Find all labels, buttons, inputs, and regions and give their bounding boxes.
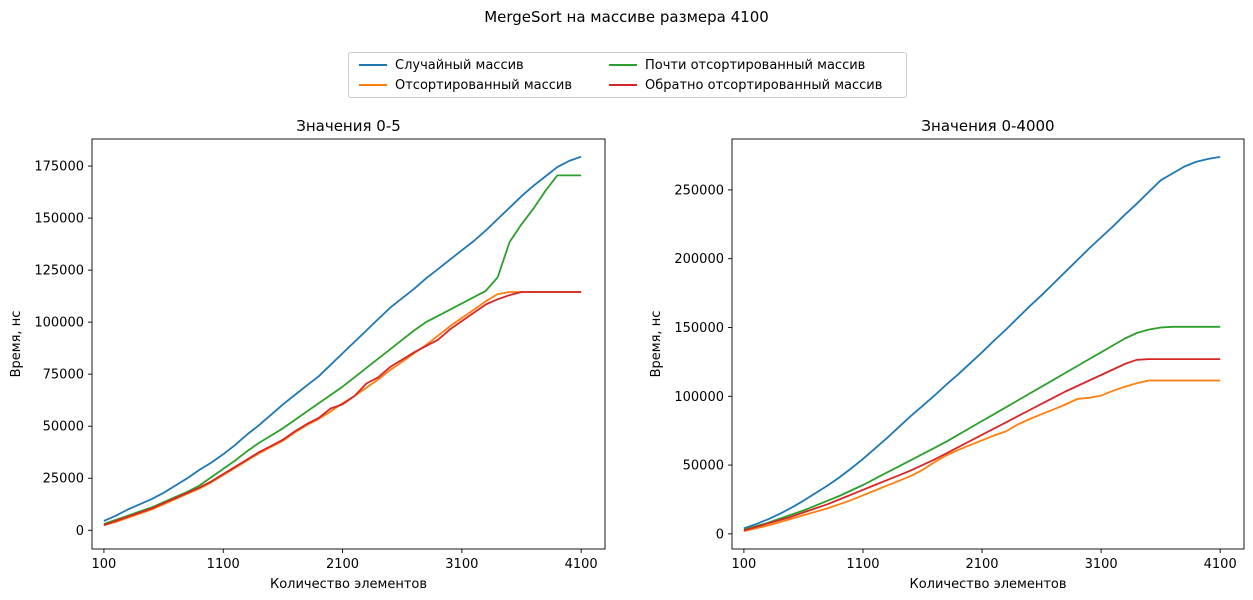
chart1-series-line-almost-sorted	[103, 174, 582, 525]
chart2-series-line-sorted	[743, 379, 1221, 532]
chart1-series-line-sorted	[103, 291, 582, 526]
chart1-xtick-label: 100	[92, 557, 117, 572]
chart2-xtick-label: 2100	[965, 557, 998, 572]
chart2-frame	[731, 138, 1245, 550]
chart1-xtick-label: 4100	[565, 557, 598, 572]
chart1-xtick-label: 3100	[445, 557, 478, 572]
chart2-ylabel: Время, нс	[649, 311, 664, 378]
legend-label-almost-sorted: Почти отсортированный массив	[645, 57, 866, 73]
legend-line-random	[359, 64, 387, 66]
chart2-ytick-label: 50000	[683, 459, 724, 474]
figure-title: MergeSort на массиве размера 4100	[484, 8, 769, 26]
legend-line-reverse-sorted	[609, 84, 637, 86]
chart2-ytick-label: 250000	[674, 183, 724, 198]
chart2-series-line-random	[743, 156, 1221, 530]
chart1-ytick-label: 125000	[34, 264, 84, 279]
chart1-frame	[91, 138, 606, 550]
chart1-xtick-label: 2100	[326, 557, 359, 572]
chart1-ytick-label: 75000	[43, 368, 84, 383]
chart2-xtick-label: 1100	[846, 557, 879, 572]
chart2-series-line-reverse-sorted	[743, 358, 1221, 532]
legend-item-almost-sorted: Почти отсортированный массив	[609, 55, 865, 75]
legend-label-random: Случайный массив	[395, 57, 524, 73]
chart2-ytick-label: 200000	[674, 252, 724, 267]
chart1-series-line-reverse-sorted	[103, 291, 582, 526]
chart1-title: Значения 0-5	[296, 117, 401, 135]
chart2-xtick-label: 4100	[1204, 557, 1237, 572]
chart2-xtick-label: 100	[731, 557, 756, 572]
legend-item-random: Случайный массив	[359, 55, 524, 75]
chart1-series-line-random	[103, 155, 582, 522]
chart2-xtick-label: 3100	[1085, 557, 1118, 572]
chart1-xlabel: Количество элементов	[270, 577, 427, 592]
chart2-series-line-almost-sorted	[743, 325, 1221, 531]
legend-item-reverse-sorted: Обратно отсортированный массив	[609, 75, 882, 95]
chart1-ytick-label: 150000	[34, 212, 84, 227]
chart2-title: Значения 0-4000	[921, 117, 1054, 135]
chart1-ytick-label: 25000	[43, 472, 84, 487]
chart2-ytick-label: 100000	[674, 390, 724, 405]
legend-item-sorted: Отсортированный массив	[359, 75, 572, 95]
chart1-xtick-label: 1100	[207, 557, 240, 572]
chart1-ytick-label: 0	[76, 524, 84, 539]
legend-label-reverse-sorted: Обратно отсортированный массив	[645, 77, 883, 93]
chart1-ylabel: Время, нс	[9, 311, 24, 378]
chart2-ytick-label: 0	[716, 527, 724, 542]
legend-line-sorted	[359, 84, 387, 86]
chart2-xlabel: Количество элементов	[909, 577, 1066, 592]
chart1-ytick-label: 50000	[43, 420, 84, 435]
chart1-ytick-label: 100000	[34, 316, 84, 331]
legend-label-sorted: Отсортированный массив	[395, 77, 573, 93]
chart2-ytick-label: 150000	[674, 321, 724, 336]
legend-line-almost-sorted	[609, 64, 637, 66]
chart1-ytick-label: 175000	[34, 160, 84, 175]
legend: Случайный массив Почти отсортированный м…	[348, 52, 907, 98]
